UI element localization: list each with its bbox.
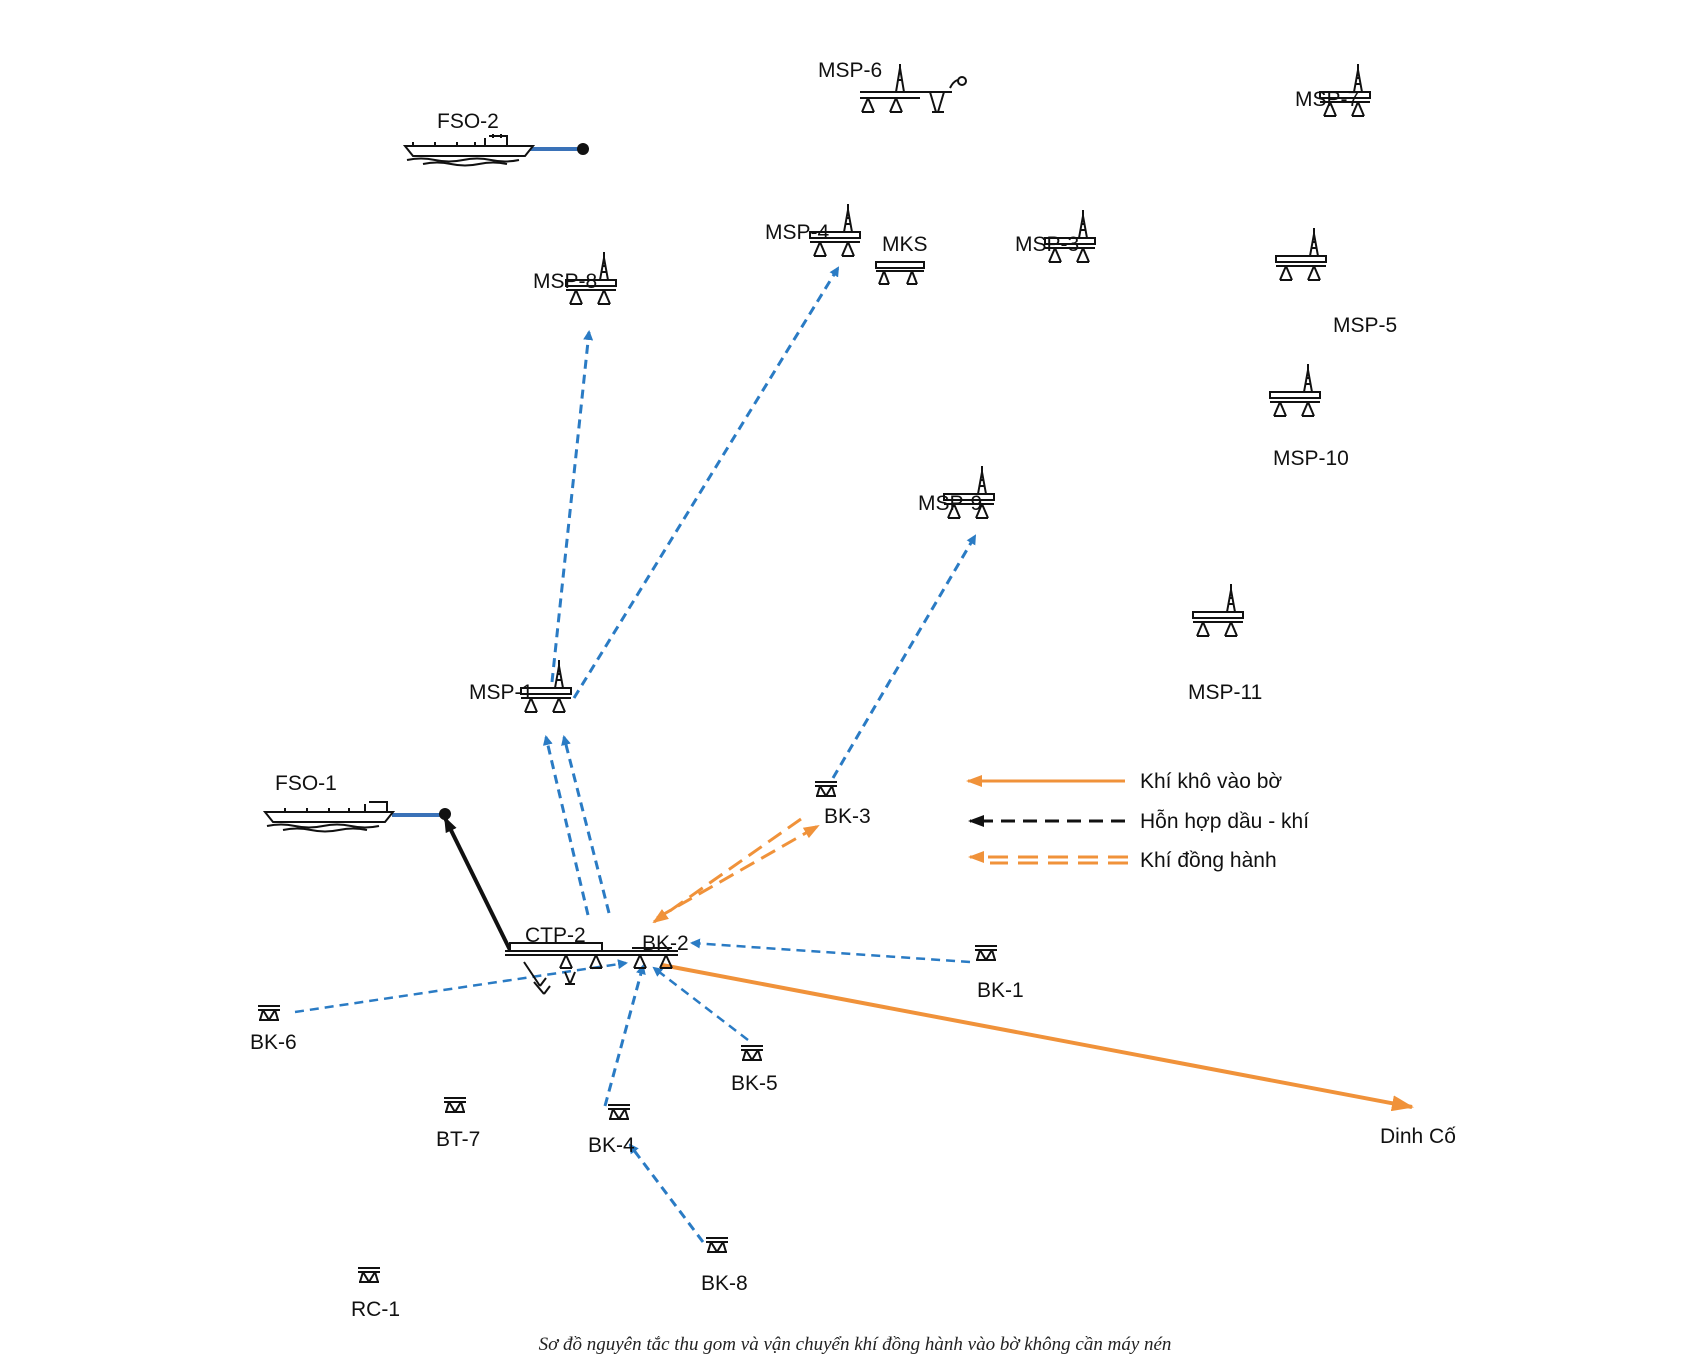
label-fso2: FSO-2 [437, 110, 499, 133]
platform-icons [520, 64, 1371, 713]
flow-bk2-dinhco-dry-gas [661, 963, 1414, 1112]
flow-bk5-bk2 [652, 966, 749, 1041]
figure-caption: Sơ đồ nguyên tắc thu gom và vận chuyển k… [539, 1334, 1172, 1355]
bk8-wellhead-icon [706, 1237, 728, 1253]
msp8-platform-icon [565, 252, 617, 305]
label-bt7: BT-7 [436, 1128, 480, 1151]
label-msp8: MSP-8 [533, 270, 597, 293]
fso2-ship-icon [402, 134, 536, 167]
label-bk5: BK-5 [731, 1072, 778, 1095]
legend-label-dry-gas: Khí khô vào bờ [1140, 770, 1282, 793]
label-bk6: BK-6 [250, 1031, 297, 1054]
bk6-wellhead-icon [258, 1005, 280, 1021]
label-mks: MKS [882, 233, 928, 256]
label-msp5: MSP-5 [1333, 314, 1397, 337]
fso1-ship-icon [262, 801, 396, 833]
legend-item-oil-gas-mixture: Hỗn hợp dầu - khí [968, 810, 1309, 833]
msp9-platform-icon [943, 466, 995, 519]
flow-lines [294, 143, 1414, 1243]
label-msp9: MSP-9 [918, 492, 982, 515]
label-msp10: MSP-10 [1273, 447, 1349, 470]
msp7-platform-icon [1319, 64, 1371, 117]
msp3-platform-icon [1044, 210, 1096, 263]
legend-item-dry-gas: Khí khô vào bờ [966, 770, 1282, 793]
fso2-buoy [577, 143, 589, 155]
label-msp6: MSP-6 [818, 59, 882, 82]
label-bk4: BK-4 [588, 1134, 635, 1157]
bk3-wellhead-icon [815, 781, 837, 797]
label-ctp2: CTP-2 [525, 924, 586, 947]
flow-bk8-bk4 [628, 1143, 705, 1243]
label-bk8: BK-8 [701, 1272, 748, 1295]
label-rc1: RC-1 [351, 1298, 400, 1321]
msp6-platform-icon [860, 64, 967, 113]
ctp2-bk2-complex-icon [505, 942, 678, 995]
label-bk3: BK-3 [824, 805, 871, 828]
bt7-wellhead-icon [444, 1097, 466, 1113]
flow-ctp2-fso1 [443, 816, 512, 951]
rc1-wellhead-icon [358, 1267, 380, 1283]
legend: Khí khô vào bờ Hỗn hợp dầu - khí Khí đồn… [966, 770, 1309, 872]
bk1-wellhead-icon [975, 945, 997, 961]
flow-msp1-msp8 [550, 330, 594, 683]
flow-bk6-bk2 [294, 959, 628, 1014]
label-msp7: MSP-7 [1295, 88, 1359, 111]
flow-bk2-bk3-associated-gas [652, 817, 820, 924]
flow-bk1-bk2 [690, 938, 971, 964]
label-msp4: MSP-4 [765, 221, 830, 244]
flow-ctp2-msp1-b [561, 735, 611, 914]
flow-ctp2-msp1-a [542, 735, 590, 916]
node-labels: FSO-2 MSP-6 MSP-7 MSP-4 MKS MSP-3 MSP-8 … [250, 59, 1456, 1321]
flow-bk3-msp9 [831, 534, 977, 779]
msp4-platform-icon [809, 204, 861, 257]
label-msp1: MSP-1 [469, 681, 533, 704]
label-dinhco: Dinh Cố [1380, 1125, 1456, 1148]
label-bk2: BK-2 [642, 932, 689, 955]
msp11-platform-icon [1192, 584, 1244, 637]
bk5-wellhead-icon [741, 1045, 763, 1061]
label-bk1: BK-1 [977, 979, 1024, 1002]
flow-msp1-msp4 [572, 266, 840, 699]
msp1-platform-icon [520, 660, 572, 713]
bk4-wellhead-icon [608, 1104, 630, 1120]
wellhead-icons [258, 781, 997, 1283]
msp5-platform-icon [1275, 228, 1327, 281]
legend-item-associated-gas: Khí đồng hành [968, 849, 1277, 872]
mks-platform-icon [875, 261, 925, 285]
flow-bk4-bk2 [603, 964, 646, 1107]
legend-label-oil-gas-mixture: Hỗn hợp dầu - khí [1140, 810, 1309, 833]
label-fso1: FSO-1 [275, 772, 337, 795]
label-msp11: MSP-11 [1188, 681, 1262, 704]
fso1-buoy [439, 808, 451, 820]
legend-label-associated-gas: Khí đồng hành [1140, 849, 1277, 872]
label-msp3: MSP-3 [1015, 233, 1079, 256]
msp10-platform-icon [1269, 364, 1321, 417]
